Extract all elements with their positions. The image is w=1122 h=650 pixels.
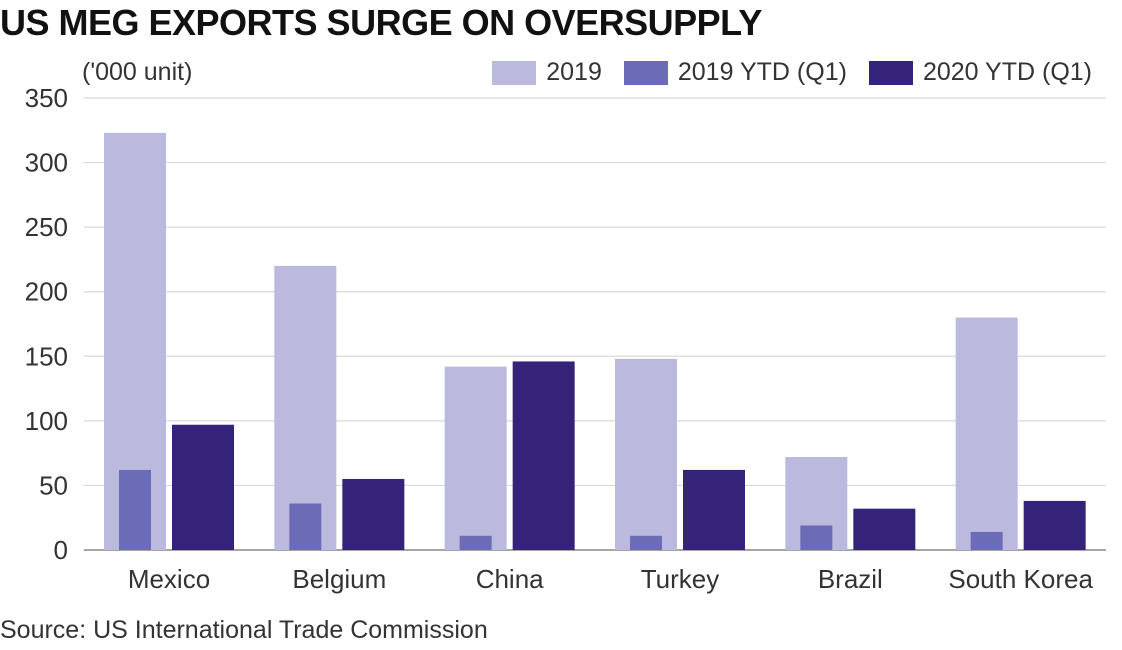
bar-2019 [274, 265, 337, 550]
x-category-label: Mexico [128, 564, 210, 594]
y-tick-label: 0 [54, 535, 68, 565]
chart-title: US MEG EXPORTS SURGE ON OVERSUPPLY [0, 2, 762, 43]
y-tick-label: 150 [25, 341, 68, 371]
bar-2019 [955, 317, 1018, 550]
legend-item-2019-ytd: 2019 YTD (Q1) [623, 58, 847, 87]
source-note: Source: US International Trade Commissio… [0, 616, 488, 644]
legend-swatch-2020-ytd [868, 60, 913, 85]
legend-label-2020-ytd: 2020 YTD (Q1) [922, 58, 1092, 86]
x-category-label: Turkey [641, 564, 720, 594]
bar-2019-ytd [459, 535, 492, 550]
chart-legend: 2019 2019 YTD (Q1) 2020 YTD (Q1) [470, 58, 1092, 87]
bar-2020-ytd [512, 361, 575, 550]
y-tick-label: 200 [25, 277, 68, 307]
y-tick-label: 50 [39, 470, 68, 500]
x-category-label: Belgium [292, 564, 386, 594]
y-tick-label: 350 [25, 83, 68, 113]
legend-item-2019: 2019 [492, 58, 602, 87]
bar-2020-ytd [683, 469, 745, 550]
bar-2019-ytd [119, 469, 151, 550]
x-category-label: China [476, 564, 544, 594]
bar-2019-ytd [630, 535, 662, 550]
y-tick-label: 100 [25, 406, 68, 436]
bar-2019 [615, 358, 677, 550]
bar-2020-ytd [342, 478, 405, 550]
legend-swatch-2019-ytd [623, 60, 668, 85]
bar-2019-ytd [800, 525, 833, 550]
y-tick-label: 250 [25, 212, 68, 242]
x-category-label: Brazil [818, 564, 883, 594]
bar-2020-ytd [1023, 500, 1086, 550]
bar-2019 [444, 366, 507, 550]
bar-2020-ytd [172, 424, 234, 550]
y-axis-unit-label: ('000 unit) [82, 58, 193, 86]
legend-item-2020-ytd: 2020 YTD (Q1) [868, 58, 1092, 87]
legend-swatch-2019 [492, 60, 537, 85]
legend-label-2019: 2019 [546, 58, 602, 86]
y-tick-label: 300 [25, 148, 68, 178]
bar-2019-ytd [289, 503, 322, 550]
bar-2019-ytd [970, 531, 1003, 550]
x-category-label: South Korea [948, 564, 1093, 594]
bar-2020-ytd [853, 508, 916, 550]
legend-label-2019-ytd: 2019 YTD (Q1) [677, 58, 847, 86]
